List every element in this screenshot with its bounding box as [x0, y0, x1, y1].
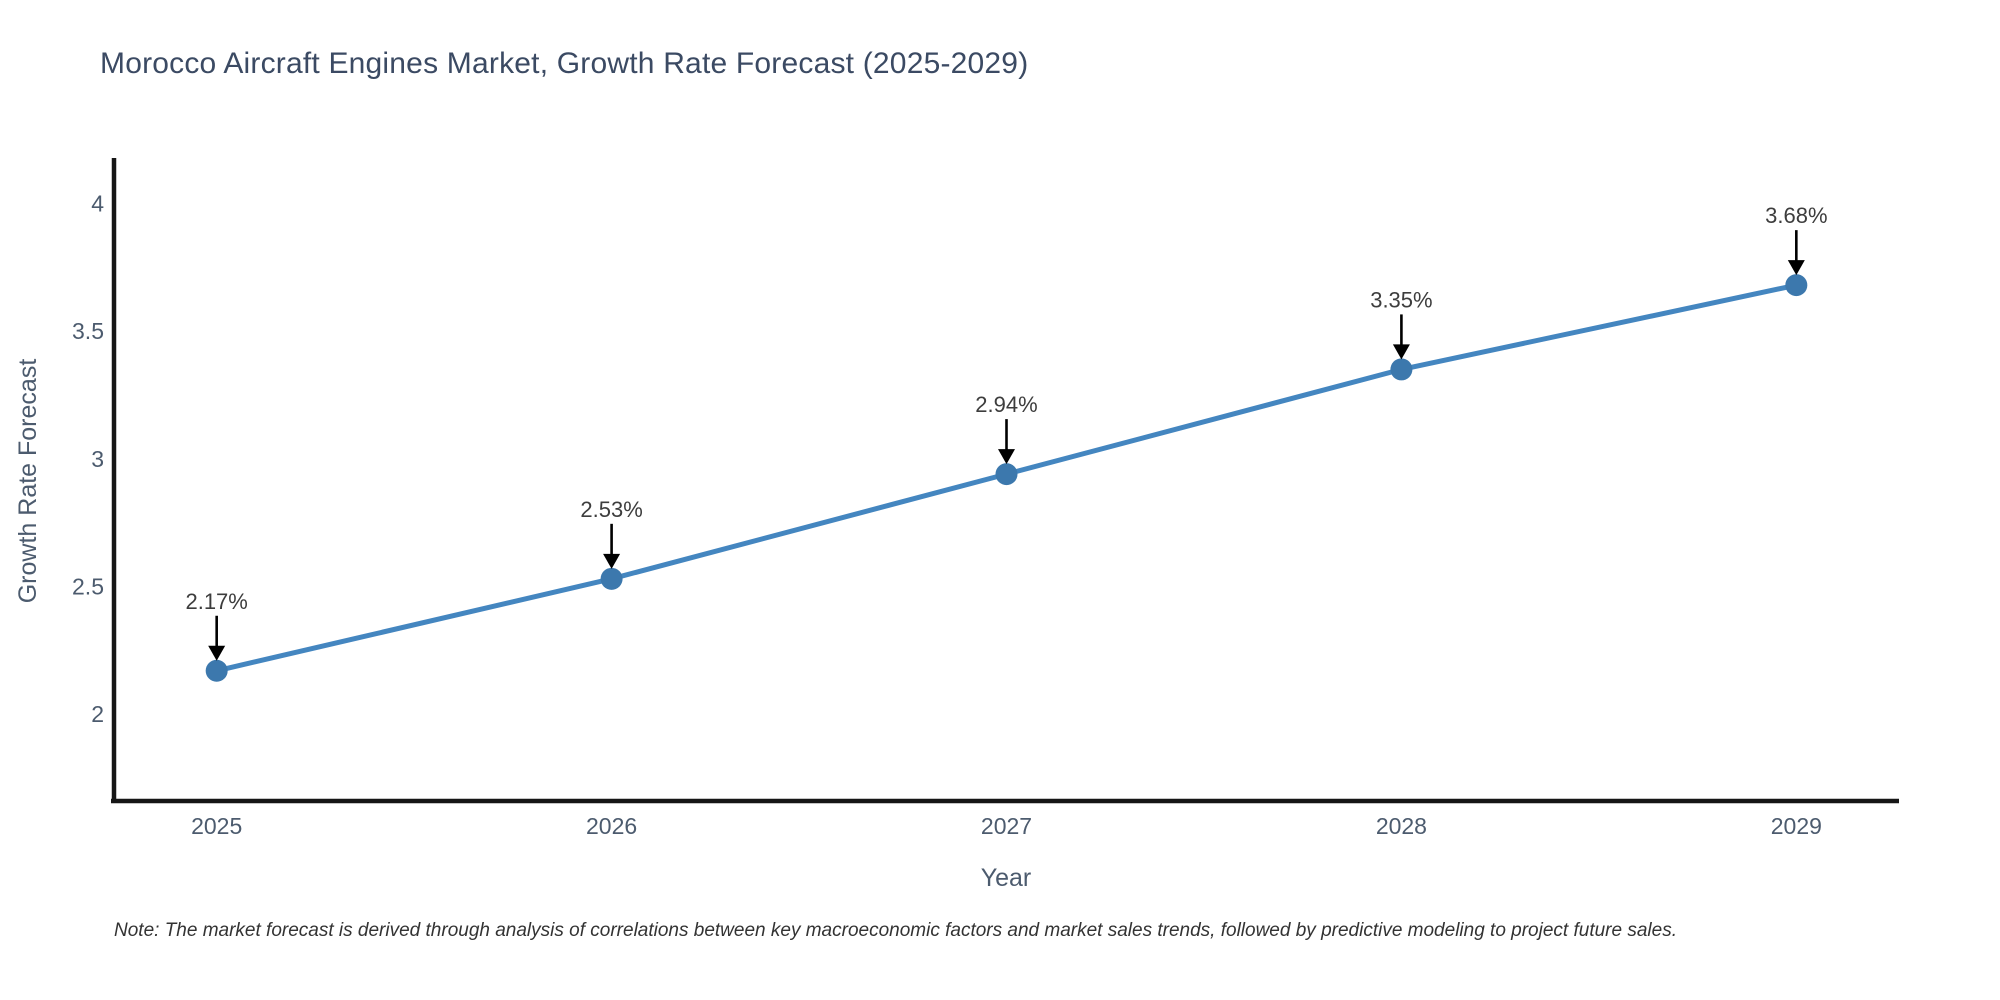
y-tick-label: 3.5: [72, 318, 104, 344]
annotation-arrowhead-icon: [998, 449, 1015, 465]
data-point-marker: [1785, 274, 1808, 297]
annotation-arrowhead-icon: [1787, 260, 1805, 276]
y-tick-label: 2: [91, 701, 104, 727]
annotation-label: 3.35%: [1370, 287, 1432, 312]
chart-title: Morocco Aircraft Engines Market, Growth …: [100, 47, 1029, 80]
y-axis-title: Growth Rate Forecast: [14, 359, 42, 604]
annotation-arrowhead-icon: [208, 645, 226, 661]
annotation-label: 3.68%: [1765, 203, 1827, 228]
data-point-marker: [1390, 358, 1413, 381]
annotation-arrowhead-icon: [1392, 344, 1410, 360]
annotation-label: 2.94%: [975, 392, 1037, 417]
x-tick-label: 2026: [586, 813, 637, 839]
y-tick-label: 2.5: [72, 573, 104, 599]
data-point-marker: [600, 567, 623, 590]
x-tick-label: 2028: [1376, 813, 1427, 839]
annotation-label: 2.53%: [580, 497, 642, 522]
x-tick-label: 2029: [1771, 813, 1822, 839]
x-tick-label: 2027: [981, 813, 1032, 839]
chart-plot-area: 2 2.5 3 3.5 4 2025 2026 2027 2028 2029 2.17% 2.53% 2…: [72, 158, 1899, 839]
x-axis-title: Year: [981, 864, 1032, 892]
data-point-marker: [995, 463, 1018, 486]
data-point-marker: [205, 659, 228, 682]
annotation-label: 2.17%: [185, 589, 247, 614]
x-tick-label: 2025: [191, 813, 242, 839]
annotation-arrowhead-icon: [603, 553, 621, 569]
y-tick-label: 3: [91, 446, 104, 472]
footnote: Note: The market forecast is derived thr…: [114, 920, 1677, 941]
y-tick-label: 4: [91, 190, 104, 216]
